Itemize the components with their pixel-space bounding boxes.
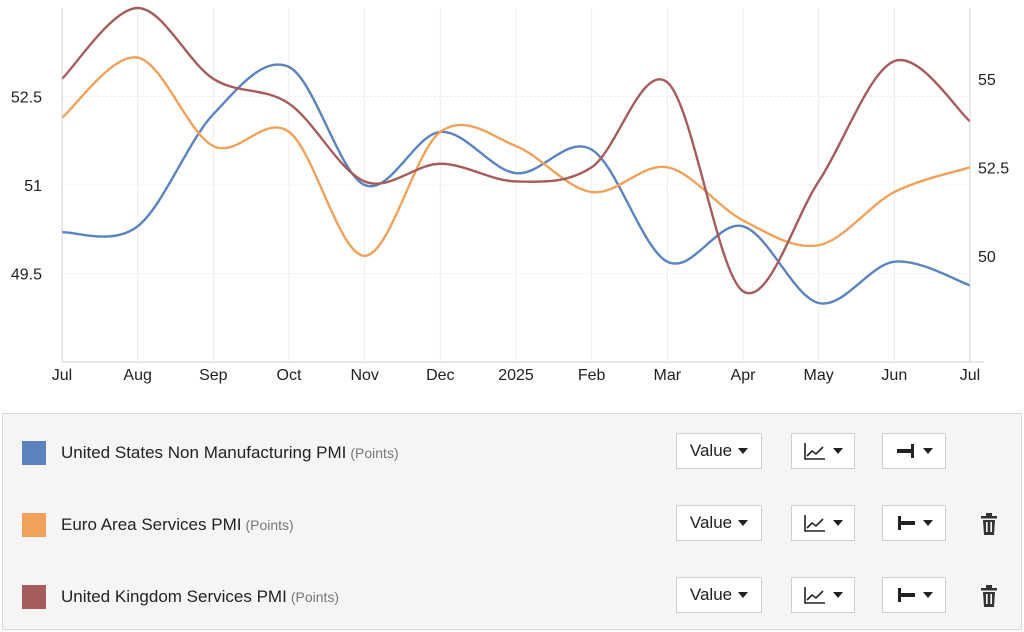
left-y-tick-label: 52.5 [11, 90, 42, 107]
right-y-tick-label: 52.5 [978, 160, 1009, 177]
left-axis-icon [898, 516, 915, 530]
trash-icon[interactable] [979, 584, 999, 608]
caret-down-icon [833, 592, 843, 598]
axis-side-dropdown-button[interactable] [882, 433, 946, 469]
value-dropdown-label: Value [689, 441, 733, 460]
x-tick-label: Nov [350, 367, 378, 384]
caret-down-icon [833, 448, 843, 454]
x-tick-label: Apr [731, 367, 757, 384]
series-unit: (Points) [245, 517, 294, 533]
value-dropdown-label: Value [689, 585, 733, 604]
caret-down-icon [923, 592, 933, 598]
series-name: Euro Area Services PMI [61, 515, 242, 534]
x-tick-label: 2025 [498, 367, 534, 384]
caret-down-icon [738, 448, 749, 454]
series-name: United States Non Manufacturing PMI [61, 443, 347, 462]
series-name: United Kingdom Services PMI [61, 587, 287, 606]
series-unit: (Points) [350, 445, 399, 461]
series-name-label: United States Non Manufacturing PMI (Poin… [61, 443, 399, 463]
legend-row-us: United States Non Manufacturing PMI (Poin… [3, 416, 1021, 488]
left-y-tick-label: 51 [24, 178, 42, 195]
x-tick-label: Feb [578, 367, 606, 384]
line-chart-icon [804, 443, 825, 460]
chart-series [61, 6, 971, 305]
axis-side-dropdown-button[interactable] [882, 505, 946, 541]
trash-icon[interactable] [979, 512, 999, 536]
x-tick-label: Oct [277, 367, 302, 384]
left-axis-icon [898, 588, 915, 602]
series-unit: (Points) [290, 589, 340, 605]
line-chart-icon [804, 515, 825, 532]
caret-down-icon [923, 520, 933, 526]
chart-axes: Jul Aug Sep Oct Nov Dec 2025 Feb Mar Apr May Jun Jul… [11, 8, 1009, 384]
legend-row-euro: Euro Area Services PMI (Points) Value [3, 488, 1021, 560]
caret-down-icon [923, 448, 933, 454]
pmi-line-chart: Jul Aug Sep Oct Nov Dec 2025 Feb Mar Apr May Jun Jul… [11, 6, 1009, 384]
chart-type-dropdown-button[interactable] [791, 577, 855, 613]
series-color-swatch[interactable] [22, 585, 46, 609]
left-y-tick-label: 49.5 [11, 267, 42, 284]
series-color-swatch[interactable] [22, 441, 46, 465]
line-chart-icon [804, 587, 825, 604]
caret-down-icon [738, 520, 749, 526]
x-tick-label: Jun [881, 367, 907, 384]
x-tick-label: Aug [123, 367, 151, 384]
legend-row-uk: United Kingdom Services PMI (Points) Valu… [3, 560, 1021, 632]
series-name-label: Euro Area Services PMI (Points) [61, 515, 294, 535]
value-dropdown-button[interactable]: Value [676, 577, 762, 613]
x-tick-label: Jul [52, 367, 72, 384]
x-tick-label: May [804, 367, 834, 384]
series-name-label: United Kingdom Services PMI (Points) [61, 587, 339, 607]
x-tick-label: Dec [426, 367, 454, 384]
right-axis-icon [897, 444, 914, 458]
chart-grid [61, 8, 971, 362]
value-dropdown-button[interactable]: Value [676, 433, 762, 469]
right-y-tick-label: 55 [978, 72, 996, 89]
series-line [61, 6, 971, 295]
series-color-swatch[interactable] [22, 513, 46, 537]
series-line [61, 63, 971, 305]
value-dropdown-label: Value [689, 513, 733, 532]
chart-type-dropdown-button[interactable] [791, 505, 855, 541]
x-tick-label: Mar [654, 367, 682, 384]
chart-type-dropdown-button[interactable] [791, 433, 855, 469]
caret-down-icon [738, 592, 749, 598]
value-dropdown-button[interactable]: Value [676, 505, 762, 541]
series-legend-panel: United States Non Manufacturing PMI (Poin… [2, 413, 1022, 630]
caret-down-icon [833, 520, 843, 526]
x-tick-label: Jul [960, 367, 980, 384]
series-line [61, 56, 971, 257]
axis-side-dropdown-button[interactable] [882, 577, 946, 613]
x-tick-label: Sep [199, 367, 228, 384]
right-y-tick-label: 50 [978, 249, 996, 266]
